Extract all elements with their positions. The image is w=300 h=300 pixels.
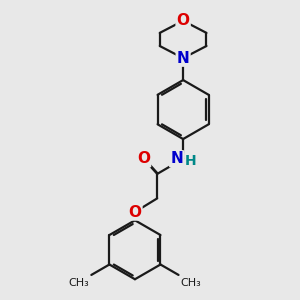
Text: CH₃: CH₃: [180, 278, 201, 288]
Text: N: N: [170, 151, 183, 166]
Text: O: O: [128, 205, 141, 220]
Text: N: N: [177, 51, 190, 66]
Text: CH₃: CH₃: [69, 278, 90, 288]
Text: O: O: [177, 13, 190, 28]
Text: O: O: [137, 151, 150, 166]
Text: H: H: [185, 154, 197, 168]
